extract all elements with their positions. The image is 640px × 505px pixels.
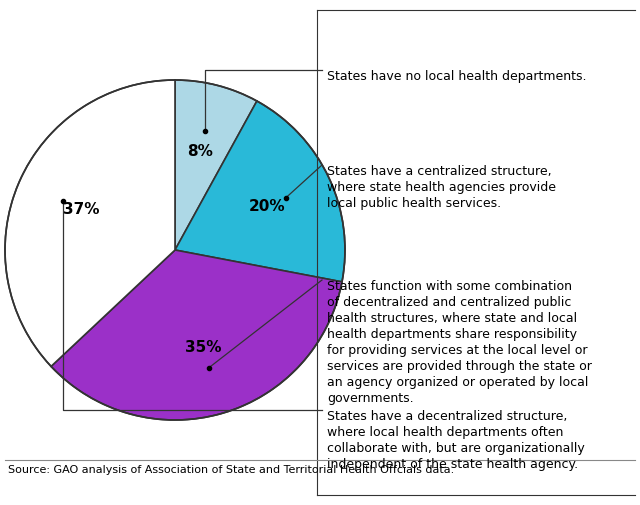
- Text: States have no local health departments.: States have no local health departments.: [327, 70, 586, 83]
- Text: Source: GAO analysis of Association of State and Territorial Health Offcials dat: Source: GAO analysis of Association of S…: [8, 465, 454, 475]
- Wedge shape: [51, 250, 342, 420]
- Text: States have a centralized structure,
where state health agencies provide
local p: States have a centralized structure, whe…: [327, 165, 556, 210]
- Text: 20%: 20%: [249, 199, 285, 214]
- Text: 35%: 35%: [185, 340, 221, 356]
- Wedge shape: [5, 80, 175, 366]
- Text: 37%: 37%: [63, 202, 100, 217]
- Wedge shape: [175, 80, 257, 250]
- Text: 8%: 8%: [188, 144, 213, 159]
- Text: States have a decentralized structure,
where local health departments often
coll: States have a decentralized structure, w…: [327, 410, 585, 471]
- Text: States function with some combination
of decentralized and centralized public
he: States function with some combination of…: [327, 280, 592, 405]
- Wedge shape: [175, 101, 345, 282]
